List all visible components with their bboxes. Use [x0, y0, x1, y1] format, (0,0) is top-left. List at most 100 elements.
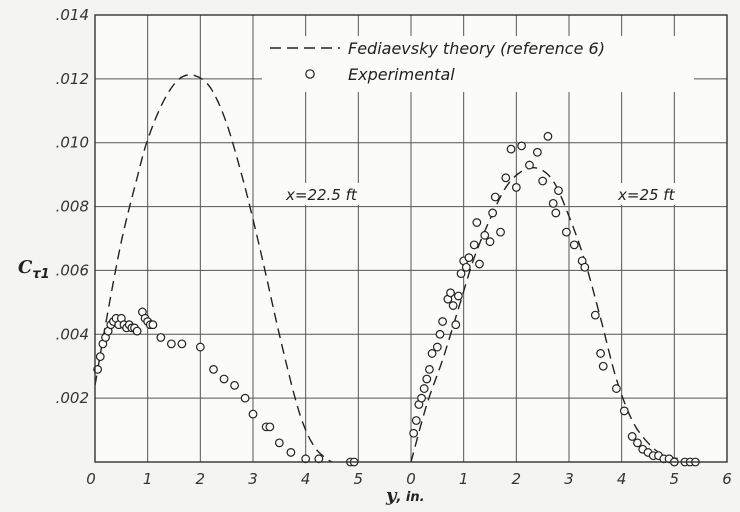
data-point: [469, 240, 479, 250]
theory-curves: [94, 74, 696, 463]
data-point: [554, 186, 563, 196]
data-point: [561, 227, 571, 237]
y-tick-label: .010: [56, 134, 89, 152]
station-label-bg-1: [282, 183, 394, 205]
y-axis-subscript: τ1: [32, 267, 49, 282]
data-point: [612, 384, 621, 393]
x-tick-label: 1: [459, 470, 469, 488]
data-point: [422, 374, 432, 384]
data-point: [417, 393, 426, 403]
data-point: [596, 349, 605, 358]
data-point: [464, 253, 474, 263]
data-point: [619, 406, 629, 416]
data-point: [488, 208, 498, 218]
data-point: [409, 428, 419, 438]
data-point: [461, 262, 471, 272]
theory-curve-2: [410, 166, 696, 463]
x-tick-label: 4: [617, 470, 627, 488]
data-point: [93, 365, 103, 374]
x-axis-label: y, in.: [385, 485, 425, 506]
data-point: [451, 320, 461, 330]
data-point: [456, 269, 466, 279]
data-point: [627, 432, 637, 441]
y-tick-label: .014: [56, 6, 89, 24]
data-point: [569, 240, 579, 250]
data-point: [533, 147, 542, 157]
data-point: [432, 342, 442, 352]
data-point: [590, 310, 600, 320]
data-point: [156, 333, 166, 342]
data-point: [490, 192, 500, 202]
data-point: [240, 393, 250, 403]
data-point: [286, 448, 296, 457]
data-point: [248, 409, 258, 419]
y-tick-label: .008: [56, 198, 89, 216]
data-point: [274, 438, 284, 448]
x-tick-label: 0: [406, 470, 416, 488]
legend-experimental-label: Experimental: [348, 65, 455, 84]
y-tick-label: .006: [56, 261, 89, 279]
x-axis-unit: , in.: [395, 490, 424, 505]
x-tick-label: 0: [86, 470, 96, 488]
y-axis-symbol: C: [18, 257, 33, 278]
data-point: [517, 141, 526, 151]
data-point: [485, 237, 495, 247]
data-point: [501, 173, 511, 183]
data-point: [633, 438, 642, 448]
data-point: [209, 365, 218, 374]
data-point: [472, 218, 482, 227]
data-point: [411, 416, 421, 425]
data-point: [454, 291, 463, 301]
data-point: [506, 144, 516, 154]
data-point: [598, 361, 608, 371]
data-point: [480, 230, 490, 240]
data-point: [419, 384, 429, 393]
legend-experimental-swatch: [305, 69, 315, 79]
data-point: [580, 262, 590, 272]
x-tick-label: 5: [670, 470, 680, 488]
data-point: [166, 339, 176, 349]
data-point: [496, 227, 505, 237]
data-point: [551, 208, 561, 218]
data-point: [219, 374, 229, 384]
data-point: [177, 339, 187, 349]
data-point: [438, 317, 448, 326]
experimental-points: [93, 131, 700, 467]
data-point: [148, 320, 158, 330]
x-tick-label: 5: [354, 470, 364, 488]
y-tick-label: .002: [56, 389, 89, 407]
data-point: [265, 422, 275, 432]
legend-theory-label: Fediaevsky theory (reference 6): [348, 39, 605, 58]
data-point: [525, 160, 534, 170]
station-label-22-5: x=22.5 ft: [285, 186, 358, 204]
data-point: [132, 326, 142, 336]
y-axis-label: Cτ1: [18, 257, 50, 282]
x-tick-label: 1: [143, 470, 153, 488]
data-point: [475, 259, 484, 269]
data-point: [548, 198, 558, 208]
data-point: [230, 380, 239, 390]
y-tick-label: .012: [56, 70, 89, 88]
x-tick-label: 2: [196, 470, 206, 488]
data-point: [427, 349, 437, 358]
plot-frame: [94, 14, 728, 463]
data-point: [448, 301, 458, 310]
data-point: [538, 176, 548, 186]
data-point: [446, 288, 455, 298]
data-point: [425, 365, 434, 374]
station-label-bg-2: [614, 183, 710, 205]
theory-curve-1: [94, 74, 333, 463]
x-tick-label: 3: [564, 470, 574, 488]
data-point: [195, 342, 205, 352]
x-tick-label: 6: [722, 470, 732, 488]
x-axis-symbol: y: [385, 485, 398, 506]
data-point: [95, 352, 105, 362]
data-point: [543, 131, 553, 141]
data-point: [511, 183, 521, 192]
x-tick-label: 3: [248, 470, 258, 488]
y-tick-label: .004: [56, 325, 89, 343]
x-tick-label: 4: [301, 470, 311, 488]
tick-labels: 012345012345678.002.004.006.008.010.012.…: [56, 6, 732, 488]
x-tick-label: 2: [512, 470, 522, 488]
